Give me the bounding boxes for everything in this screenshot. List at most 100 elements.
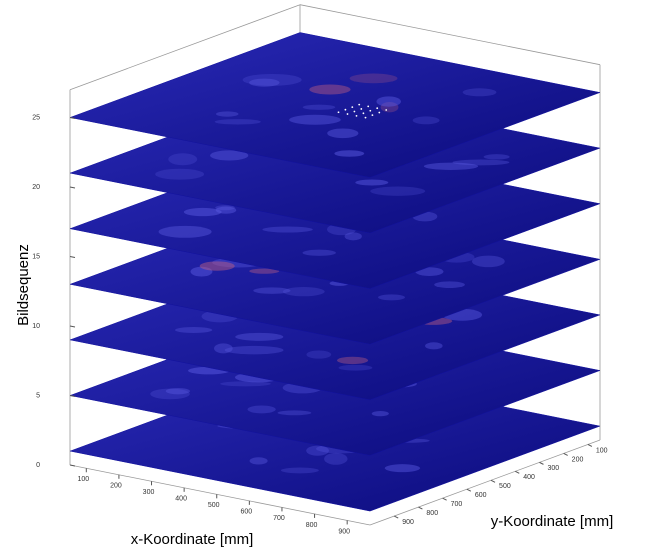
y-tick-label: 100	[596, 447, 608, 454]
y-tick-label: 800	[426, 510, 438, 517]
slice-texture	[370, 186, 425, 195]
y-tick-label: 200	[572, 456, 584, 463]
slice-texture	[175, 327, 212, 333]
slice-texture	[155, 169, 204, 180]
z-tick	[70, 465, 75, 466]
marker-dot	[378, 112, 380, 114]
slice-texture	[216, 207, 236, 214]
marker-dot	[354, 111, 356, 113]
y-tick	[467, 489, 471, 491]
marker-dot	[351, 106, 353, 108]
slice-texture	[283, 287, 325, 296]
slice-texture	[463, 88, 497, 96]
x-axis-label: x-Koordinate [mm]	[131, 531, 254, 548]
y-tick	[491, 480, 495, 482]
y-tick	[564, 453, 568, 455]
y-tick-label: 500	[499, 483, 511, 490]
y-tick-label: 900	[402, 519, 414, 526]
y-tick	[443, 498, 447, 500]
slice-texture	[345, 232, 362, 240]
y-tick-label: 300	[547, 465, 559, 472]
slice-texture	[434, 281, 465, 288]
marker-dot	[367, 106, 369, 108]
z-axis-label: Bildsequenz	[15, 244, 32, 326]
x-tick-label: 400	[175, 496, 187, 503]
marker-dot	[338, 111, 340, 113]
z-tick-label: 5	[36, 392, 40, 399]
y-tick-label: 700	[451, 501, 463, 508]
slice-texture	[243, 74, 302, 86]
x-tick-label: 200	[110, 483, 122, 490]
y-tick	[515, 471, 519, 473]
marker-dot	[385, 109, 387, 111]
slice-texture	[339, 365, 373, 371]
y-axis-label: y-Koordinate [mm]	[491, 513, 614, 530]
slice-texture	[278, 410, 312, 415]
slice-texture	[159, 226, 212, 238]
x-tick-label: 700	[273, 515, 285, 522]
z-tick-label: 10	[32, 323, 40, 330]
slice-texture	[216, 111, 239, 116]
slice-texture	[220, 381, 271, 386]
slice-texture	[214, 343, 233, 353]
marker-dot	[369, 110, 371, 112]
y-tick	[418, 507, 422, 509]
x-tick-label: 500	[208, 502, 220, 509]
z-tick	[70, 326, 75, 327]
z-tick	[70, 187, 75, 188]
slice-texture	[309, 84, 350, 94]
marker-dot	[360, 108, 362, 110]
slice-texture	[372, 411, 389, 416]
slice-texture	[168, 153, 197, 165]
slice-texture	[303, 105, 336, 110]
slice-texture	[262, 227, 312, 233]
marker-dot	[363, 112, 365, 114]
slice-texture	[385, 464, 420, 472]
slice-texture	[289, 115, 341, 125]
x-tick-label: 100	[77, 476, 89, 483]
y-tick	[539, 462, 543, 464]
slice-texture	[306, 350, 331, 358]
slice-texture	[376, 96, 401, 106]
slice-texture	[327, 128, 358, 138]
slice-texture	[235, 333, 283, 341]
slice-texture	[200, 261, 235, 270]
slice-texture	[225, 346, 284, 354]
marker-dot	[347, 113, 349, 115]
y-tick-label: 600	[475, 492, 487, 499]
z-tick-label: 0	[36, 462, 40, 469]
slice-texture	[484, 154, 510, 159]
slice-texture	[324, 453, 347, 465]
z-tick	[70, 257, 75, 258]
slice-texture	[350, 74, 398, 84]
marker-dot	[356, 115, 358, 117]
y-tick-label: 400	[523, 474, 535, 481]
slice-texture	[424, 163, 478, 170]
slice-texture	[281, 467, 319, 473]
x-tick-label: 800	[306, 522, 318, 529]
z-tick-label: 15	[32, 253, 40, 260]
z-tick-label: 20	[32, 184, 40, 191]
slice-texture	[355, 180, 388, 186]
slice-texture	[334, 150, 364, 157]
slice-texture	[184, 208, 222, 216]
slice-texture	[302, 250, 335, 256]
slice-texture	[425, 342, 443, 349]
y-tick	[588, 444, 592, 446]
marker-dot	[345, 109, 347, 111]
marker-dot	[376, 107, 378, 109]
chart: Bildsequenz x-Koordinate [mm] y-Koordina…	[0, 0, 654, 551]
z-tick-label: 25	[32, 114, 40, 121]
slice-texture	[378, 294, 405, 300]
slice-texture	[215, 119, 261, 124]
x-tick-label: 600	[241, 509, 253, 516]
slice-texture	[166, 388, 190, 394]
slice-texture	[247, 405, 275, 413]
slice-texture	[472, 256, 505, 268]
marker-dot	[358, 104, 360, 106]
slice-texture	[337, 357, 368, 364]
slice-texture	[250, 457, 268, 464]
marker-dot	[365, 117, 367, 119]
marker-dot	[372, 114, 374, 116]
y-tick	[394, 516, 398, 518]
